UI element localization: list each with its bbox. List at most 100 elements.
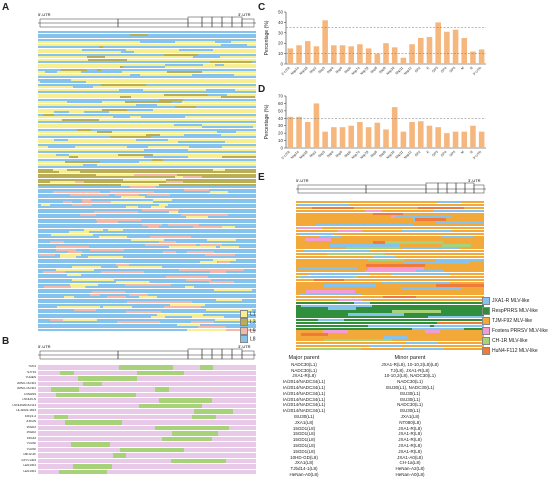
recombination-segment	[167, 71, 202, 73]
bar	[435, 127, 441, 148]
strain-label: HLJ2022-1813	[16, 408, 36, 412]
table-row	[38, 246, 256, 248]
recombination-segment	[159, 241, 176, 243]
table-row	[296, 272, 484, 276]
table-row	[38, 71, 256, 73]
bar	[461, 131, 468, 148]
table-row	[38, 431, 256, 436]
major-parent-item: 15GD1(L8)	[292, 448, 316, 454]
recombination-segment	[120, 196, 145, 198]
recombination-segment	[137, 370, 184, 375]
recombination-segment	[125, 283, 171, 286]
recombination-segment	[47, 146, 75, 148]
legend-item: L5	[240, 326, 256, 335]
bar	[435, 22, 441, 64]
table-row	[296, 313, 484, 316]
recombination-segment	[101, 271, 144, 273]
bar	[400, 57, 407, 64]
x-tick-label: Nsp11	[395, 150, 405, 160]
table-row	[38, 113, 256, 116]
recombination-segment	[39, 81, 78, 83]
recombination-segment	[192, 226, 231, 228]
recombination-segment	[70, 286, 85, 288]
recombination-segment	[95, 173, 137, 176]
minor-parent-item: ISU30(L1)	[399, 396, 421, 402]
recombination-segment	[53, 111, 69, 113]
table-row	[296, 278, 484, 282]
recombination-segment	[142, 208, 179, 211]
table-row	[296, 327, 484, 330]
minor-parent-item: 10-10,2(L8), NADC30(L1)	[384, 373, 436, 379]
recombination-segment	[166, 276, 181, 278]
recombination-segment	[326, 252, 386, 256]
table-row	[38, 173, 256, 176]
recombination-segment	[383, 336, 407, 339]
recombination-segment	[57, 233, 94, 236]
x-tick-label: GP3	[431, 66, 439, 74]
table-row	[38, 131, 256, 133]
table-row	[38, 226, 256, 228]
major-parent-item: IA/2014/NADC34(L1)	[282, 379, 326, 385]
recombination-segment	[86, 56, 105, 58]
minor-parent-item: TJ(L8), JXA1-R(L8)	[390, 367, 430, 373]
recombination-segment	[139, 41, 176, 43]
table-row	[296, 212, 484, 215]
recombination-segment	[40, 203, 51, 206]
table-row	[296, 201, 484, 204]
x-tick-label: GP5	[449, 66, 457, 74]
genome-left-label: 5'-UTR	[38, 12, 51, 17]
recombination-segment	[50, 387, 79, 392]
x-tick-label: GP2	[414, 150, 422, 158]
x-tick-label: Nsp3	[317, 66, 326, 75]
recombination-segment	[345, 247, 401, 250]
bar	[365, 48, 372, 64]
recombination-segment	[148, 226, 159, 228]
table-row	[296, 275, 484, 279]
table-row	[38, 387, 256, 392]
recombination-segment	[111, 201, 154, 203]
table-row	[38, 266, 256, 268]
panel-label-b: B	[2, 336, 10, 347]
recombination-segment	[102, 306, 133, 308]
bar	[391, 47, 398, 64]
table-row	[38, 98, 256, 101]
recombination-segment	[135, 103, 157, 106]
bar	[348, 125, 354, 148]
recombination-segment	[209, 61, 253, 63]
recombination-segment	[182, 176, 202, 178]
table-row	[38, 46, 256, 48]
table-row	[38, 286, 256, 288]
major-parent-item: TJbd14-1(L8)	[290, 466, 318, 472]
recombination-segment	[428, 316, 484, 319]
strain-label: YHHEN	[25, 375, 36, 379]
strain-label: YMJ1	[28, 364, 36, 368]
y-tick-label: 40	[278, 20, 284, 25]
strain-label: ZJKHN	[26, 419, 36, 423]
table-row	[38, 281, 256, 283]
table-row	[38, 38, 256, 41]
bar	[426, 125, 433, 148]
recombination-segment	[313, 278, 345, 282]
y-tick-label: 50	[278, 10, 284, 15]
recombination-segment	[194, 409, 233, 414]
recombination-segment	[191, 73, 234, 76]
bar	[331, 45, 337, 64]
recombination-segment	[193, 56, 220, 58]
table-row	[38, 193, 256, 196]
recombination-segment	[96, 221, 118, 223]
recombination-segment	[116, 321, 161, 323]
bar	[391, 107, 398, 148]
recombination-segment	[324, 339, 392, 342]
recombination-segment	[89, 293, 101, 296]
recombination-segment	[147, 33, 173, 36]
recombination-segment	[43, 113, 55, 116]
recombination-segment	[44, 286, 86, 288]
table-row	[296, 336, 484, 339]
table-row	[38, 56, 256, 58]
strain-label	[2, 328, 36, 331]
strain-label: 15GZ2	[26, 435, 36, 440]
major-parent-item: IA/2014/NADC34(L1)	[282, 396, 326, 402]
recombination-segment	[190, 321, 215, 323]
recombination-segment	[212, 38, 256, 41]
table-row	[38, 151, 256, 153]
